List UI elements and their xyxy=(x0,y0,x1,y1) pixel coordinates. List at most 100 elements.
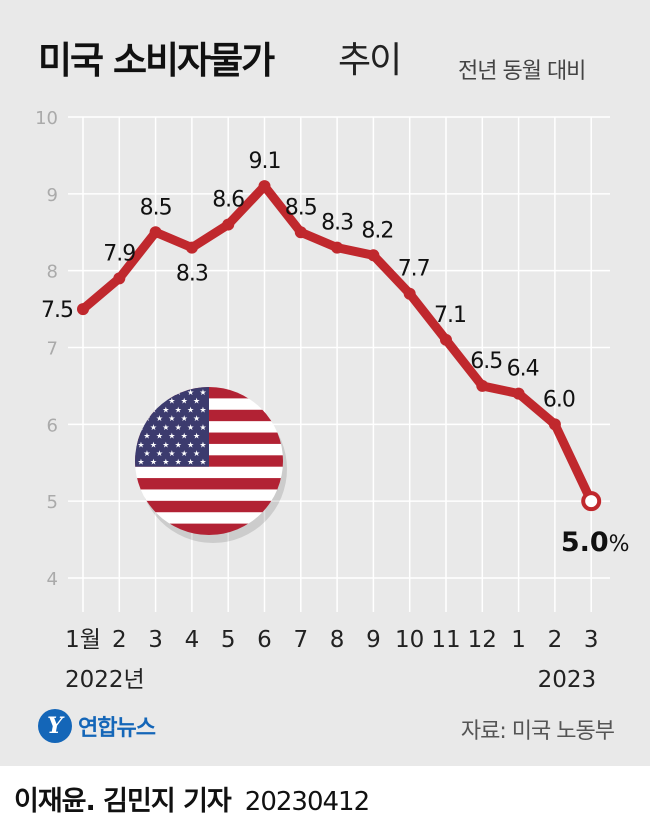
data-label: 8.5 xyxy=(285,195,317,220)
data-point xyxy=(149,226,162,239)
flag-star: ★ xyxy=(187,388,194,397)
data-label: 8.3 xyxy=(321,211,353,236)
flag-star: ★ xyxy=(193,414,200,423)
flag-star: ★ xyxy=(143,397,150,406)
flag-star: ★ xyxy=(199,405,206,414)
flag-star: ★ xyxy=(187,405,194,414)
flag-stripe xyxy=(135,523,283,535)
data-label: 6.4 xyxy=(507,357,539,382)
x-tick-label: 4 xyxy=(185,627,200,653)
reporter-names: 이재윤. 김민지 기자 xyxy=(14,786,232,817)
data-point xyxy=(77,303,89,316)
flag-star: ★ xyxy=(199,458,206,467)
data-label-last: 5.0% xyxy=(561,527,630,558)
data-point xyxy=(294,226,307,239)
credit-line: 이재윤. 김민지 기자 20230412 xyxy=(14,779,370,818)
flag-star: ★ xyxy=(156,397,163,406)
flag-star: ★ xyxy=(199,388,206,397)
flag-star: ★ xyxy=(193,449,200,458)
page-title: 미국 소비자물가 xyxy=(38,39,275,82)
data-label: 7.5 xyxy=(41,298,73,323)
flag-star: ★ xyxy=(162,440,169,449)
data-point xyxy=(367,249,380,262)
flag-stripe xyxy=(135,466,283,479)
y-axis-ticks: 4 5 6 7 8 9 10 xyxy=(35,108,58,590)
flag-star: ★ xyxy=(162,388,169,397)
flag-stripe xyxy=(135,489,283,502)
data-label: 8.5 xyxy=(140,195,172,220)
flag-star: ★ xyxy=(199,423,206,432)
yonhap-logo: Y 연합뉴스 xyxy=(38,706,156,746)
flag-star: ★ xyxy=(150,423,157,432)
data-label-unit: % xyxy=(609,532,630,557)
flag-star: ★ xyxy=(156,432,163,441)
flag-body: ★ ★ ★ ★ ★ ★★ ★ ★ ★ ★★ ★ ★ ★ ★ ★★ ★ ★ ★ ★★ ★ ★ ★ ★ ★★ ★ ★ ★ ★★ ★ ★ ★ ★ ★★… xyxy=(135,387,283,535)
data-point xyxy=(476,379,489,392)
source-note: 자료: 미국 노동부 xyxy=(460,719,615,744)
yonhap-logo-icon: Y xyxy=(38,709,72,743)
flag-star: ★ xyxy=(143,449,150,458)
page-title-suffix: 추이 xyxy=(338,40,402,81)
flag-star: ★ xyxy=(162,405,169,414)
x-tick-label: 9 xyxy=(366,627,381,653)
flag-star: ★ xyxy=(150,458,157,467)
x-tick-label: 5 xyxy=(221,627,236,653)
data-label: 9.1 xyxy=(249,149,281,174)
data-label: 8.6 xyxy=(212,188,244,213)
flag-star: ★ xyxy=(175,440,182,449)
publish-date: 20230412 xyxy=(244,787,370,817)
flag-stripe xyxy=(135,478,283,490)
data-label: 6.0 xyxy=(543,387,575,412)
flag-stripe xyxy=(135,500,283,513)
flag-star: ★ xyxy=(143,414,150,423)
flag-star: ★ xyxy=(181,397,188,406)
x-tick-label: 2 xyxy=(112,627,127,653)
x-tick-label: 12 xyxy=(468,627,497,653)
y-tick-label: 4 xyxy=(47,569,58,590)
flag-star: ★ xyxy=(199,440,206,449)
y-tick-label: 6 xyxy=(47,415,58,436)
flag-star: ★ xyxy=(181,414,188,423)
flag-star: ★ xyxy=(162,458,169,467)
flag-star: ★ xyxy=(181,449,188,458)
data-point xyxy=(331,241,344,254)
data-point xyxy=(440,333,452,346)
y-tick-label: 10 xyxy=(35,108,58,129)
flag-star: ★ xyxy=(168,432,175,441)
flag-star: ★ xyxy=(156,414,163,423)
us-flag-icon: ★ ★ ★ ★ ★ ★★ ★ ★ ★ ★★ ★ ★ ★ ★ ★★ ★ ★ ★ ★★ ★ ★ ★ ★ ★★ ★ ★ ★ ★★ ★ ★ ★ ★ ★★… xyxy=(135,387,287,543)
flag-star: ★ xyxy=(193,432,200,441)
flag-star: ★ xyxy=(162,423,169,432)
flag-star: ★ xyxy=(175,388,182,397)
yonhap-logo-text: 연합뉴스 xyxy=(78,716,156,741)
flag-star: ★ xyxy=(143,432,150,441)
flag-star: ★ xyxy=(168,397,175,406)
x-tick-label: 1월 xyxy=(65,627,101,653)
flag-star: ★ xyxy=(181,432,188,441)
data-label: 8.2 xyxy=(361,218,393,243)
y-tick-label: 8 xyxy=(47,262,58,283)
flag-star: ★ xyxy=(175,458,182,467)
data-label: 6.5 xyxy=(470,349,502,374)
x-year-label: 2023 xyxy=(538,667,597,693)
x-tick-label: 1 xyxy=(511,627,526,653)
flag-star: ★ xyxy=(168,414,175,423)
flag-star: ★ xyxy=(193,397,200,406)
flag-star: ★ xyxy=(168,449,175,458)
data-point-last xyxy=(581,491,602,512)
x-year-label: 2022년 xyxy=(65,667,145,693)
y-tick-label: 5 xyxy=(47,492,58,513)
chart-subtitle: 전년 동월 대비 xyxy=(458,59,586,84)
data-point xyxy=(185,241,198,254)
flag-star: ★ xyxy=(175,423,182,432)
flag-star: ★ xyxy=(137,458,144,467)
data-point xyxy=(222,218,235,231)
data-point xyxy=(512,387,525,400)
x-tick-label: 3 xyxy=(584,627,599,653)
flag-star: ★ xyxy=(137,405,144,414)
series-points xyxy=(77,180,602,512)
x-tick-label: 2 xyxy=(548,627,563,653)
chart-panel: 미국 소비자물가 추이 전년 동월 대비 4 5 6 7 8 9 10 ★ ★ ★ ★ ★ ★ ★ ★ ★ ★… xyxy=(0,0,650,766)
